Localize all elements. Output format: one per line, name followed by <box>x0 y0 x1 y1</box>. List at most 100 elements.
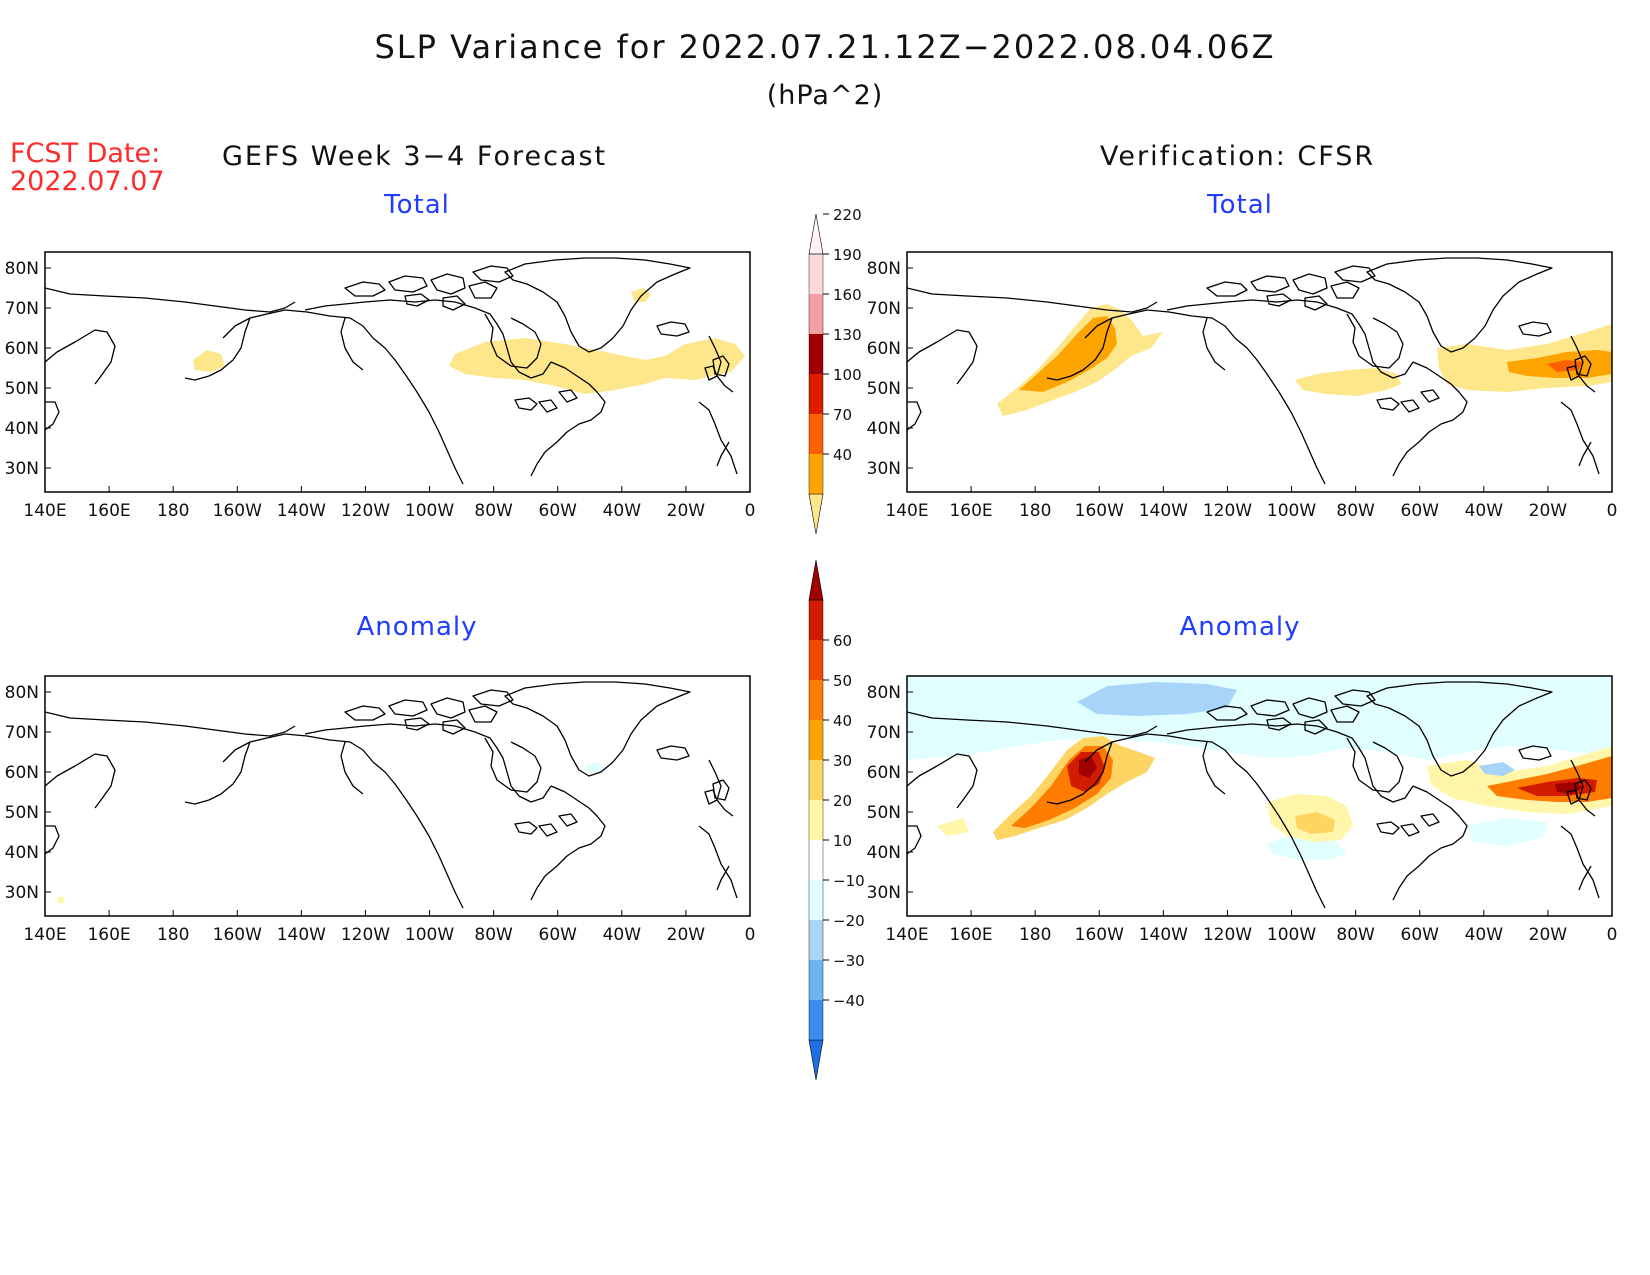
colorbar-swatch <box>809 840 823 880</box>
lon-tick-label: 60W <box>1401 501 1440 521</box>
colorbar-label: 40 <box>833 446 852 464</box>
lat-tick-label: 60N <box>867 339 901 359</box>
panel-title-verification-total: Total <box>1207 190 1273 220</box>
colorbar-swatch <box>809 1000 823 1040</box>
colorbar-swatch <box>809 800 823 840</box>
lon-tick-label: 40W <box>603 501 642 521</box>
variance-region <box>1019 316 1117 392</box>
colorbar-label: 10 <box>833 832 852 850</box>
anomaly-region <box>907 676 1612 760</box>
colorbar-swatch <box>809 960 823 1000</box>
colorbar-label: −30 <box>833 952 865 970</box>
lat-tick-label: 50N <box>5 803 39 823</box>
anomaly-region <box>1479 762 1515 776</box>
colorbar-anomaly: −40 −30 −20 −10 10 20 30 40 50 60 <box>808 559 865 1081</box>
verification-column-header: Verification: CFSR <box>1100 141 1376 172</box>
lon-tick-label: 140W <box>277 501 326 521</box>
colorbar-swatch <box>809 880 823 920</box>
lat-tick-label: 80N <box>5 683 39 703</box>
colorbar-swatch <box>809 254 823 294</box>
lat-tick-label: 40N <box>867 419 901 439</box>
colorbar-swatch <box>808 1039 824 1081</box>
colorbar-label: 160 <box>833 286 862 304</box>
lon-tick-label: 120W <box>341 925 390 945</box>
colorbar-label: 60 <box>833 632 852 650</box>
lon-tick-label: 160W <box>1075 925 1124 945</box>
forecast-date-value: 2022.07.07 <box>10 166 165 197</box>
colorbar-swatch <box>809 720 823 760</box>
lon-tick-label: 180 <box>157 925 189 945</box>
colorbar-label: 50 <box>833 672 852 690</box>
lon-tick-label: 140W <box>277 925 326 945</box>
lon-tick-label: 100W <box>1267 501 1316 521</box>
lat-tick-label: 50N <box>867 379 901 399</box>
colorbar-swatch <box>809 640 823 680</box>
colorbar-label: 70 <box>833 406 852 424</box>
variance-region <box>193 350 225 372</box>
lat-tick-label: 70N <box>867 299 901 319</box>
colorbar-swatch <box>809 920 823 960</box>
map-frame <box>44 675 751 917</box>
lon-tick-label: 160E <box>87 501 130 521</box>
lon-tick-label: 160W <box>1075 501 1124 521</box>
colorbar-swatch <box>809 760 823 800</box>
lon-tick-label: 80W <box>474 925 513 945</box>
lon-tick-label: 140E <box>885 925 928 945</box>
lat-tick-label: 40N <box>867 843 901 863</box>
lon-tick-label: 160W <box>213 925 262 945</box>
colorbar-swatch <box>808 493 824 535</box>
panel-title-verification-anomaly: Anomaly <box>1179 612 1301 642</box>
lat-tick-label: 50N <box>5 379 39 399</box>
colorbar-label: 30 <box>833 752 852 770</box>
map-frame <box>44 251 751 493</box>
colorbar-label: −20 <box>833 912 865 930</box>
map-panel-verification-total: 140E 160E 180 160W 140W 120W 100W 80W 60W 40W 20W 0… <box>867 251 1617 521</box>
lat-tick-label: 40N <box>5 419 39 439</box>
panel-title-forecast-total: Total <box>384 190 450 220</box>
variance-region <box>1547 360 1583 372</box>
lon-tick-label: 180 <box>157 501 189 521</box>
lon-tick-label: 40W <box>1465 501 1504 521</box>
variance-region <box>449 338 745 394</box>
lon-tick-label: 180 <box>1019 925 1051 945</box>
lat-tick-label: 80N <box>5 259 39 279</box>
lon-tick-label: 80W <box>1336 925 1375 945</box>
variance-region <box>1295 368 1401 396</box>
lon-tick-label: 80W <box>474 501 513 521</box>
lon-tick-label: 20W <box>667 501 706 521</box>
colorbar-swatch <box>809 414 823 454</box>
lon-tick-label: 160E <box>949 501 992 521</box>
colorbar-label: 130 <box>833 326 862 344</box>
lon-tick-label: 60W <box>1401 925 1440 945</box>
colorbar-frame <box>808 599 824 1041</box>
colorbar-label: 100 <box>833 366 862 384</box>
map-panel-verification-anomaly: 140E 160E 180 160W 140W 120W 100W 80W 60W 40W 20W 0… <box>867 675 1617 945</box>
lat-tick-label: 30N <box>5 459 39 479</box>
map-background <box>45 676 750 916</box>
colorbar-label: 20 <box>833 792 852 810</box>
lon-tick-label: 20W <box>1529 925 1568 945</box>
colorbar-swatch <box>808 213 824 255</box>
lat-tick-label: 70N <box>5 299 39 319</box>
lon-tick-label: 180 <box>1019 501 1051 521</box>
lat-tick-label: 80N <box>867 683 901 703</box>
map-panel-forecast-anomaly: 140E 160E 180 160W 140W 120W 100W 80W 60W 40W 20W 0… <box>5 675 756 945</box>
colorbar-label: −40 <box>833 992 865 1010</box>
lon-tick-label: 0 <box>745 925 756 945</box>
map-frame <box>906 251 1613 493</box>
lon-tick-label: 160E <box>87 925 130 945</box>
colorbar-swatch <box>809 680 823 720</box>
forecast-column-header: GEFS Week 3−4 Forecast <box>222 141 608 172</box>
colorbar-swatch <box>809 294 823 334</box>
anomaly-region <box>1295 812 1335 834</box>
lat-tick-label: 70N <box>5 723 39 743</box>
lon-tick-label: 140W <box>1139 925 1188 945</box>
lat-tick-label: 30N <box>867 883 901 903</box>
colorbar-label: 220 <box>833 206 862 224</box>
lat-tick-label: 60N <box>867 763 901 783</box>
colorbar-label: −10 <box>833 872 865 890</box>
colorbar-swatch <box>809 600 823 640</box>
lon-tick-label: 140W <box>1139 501 1188 521</box>
colorbar-label: 40 <box>833 712 852 730</box>
